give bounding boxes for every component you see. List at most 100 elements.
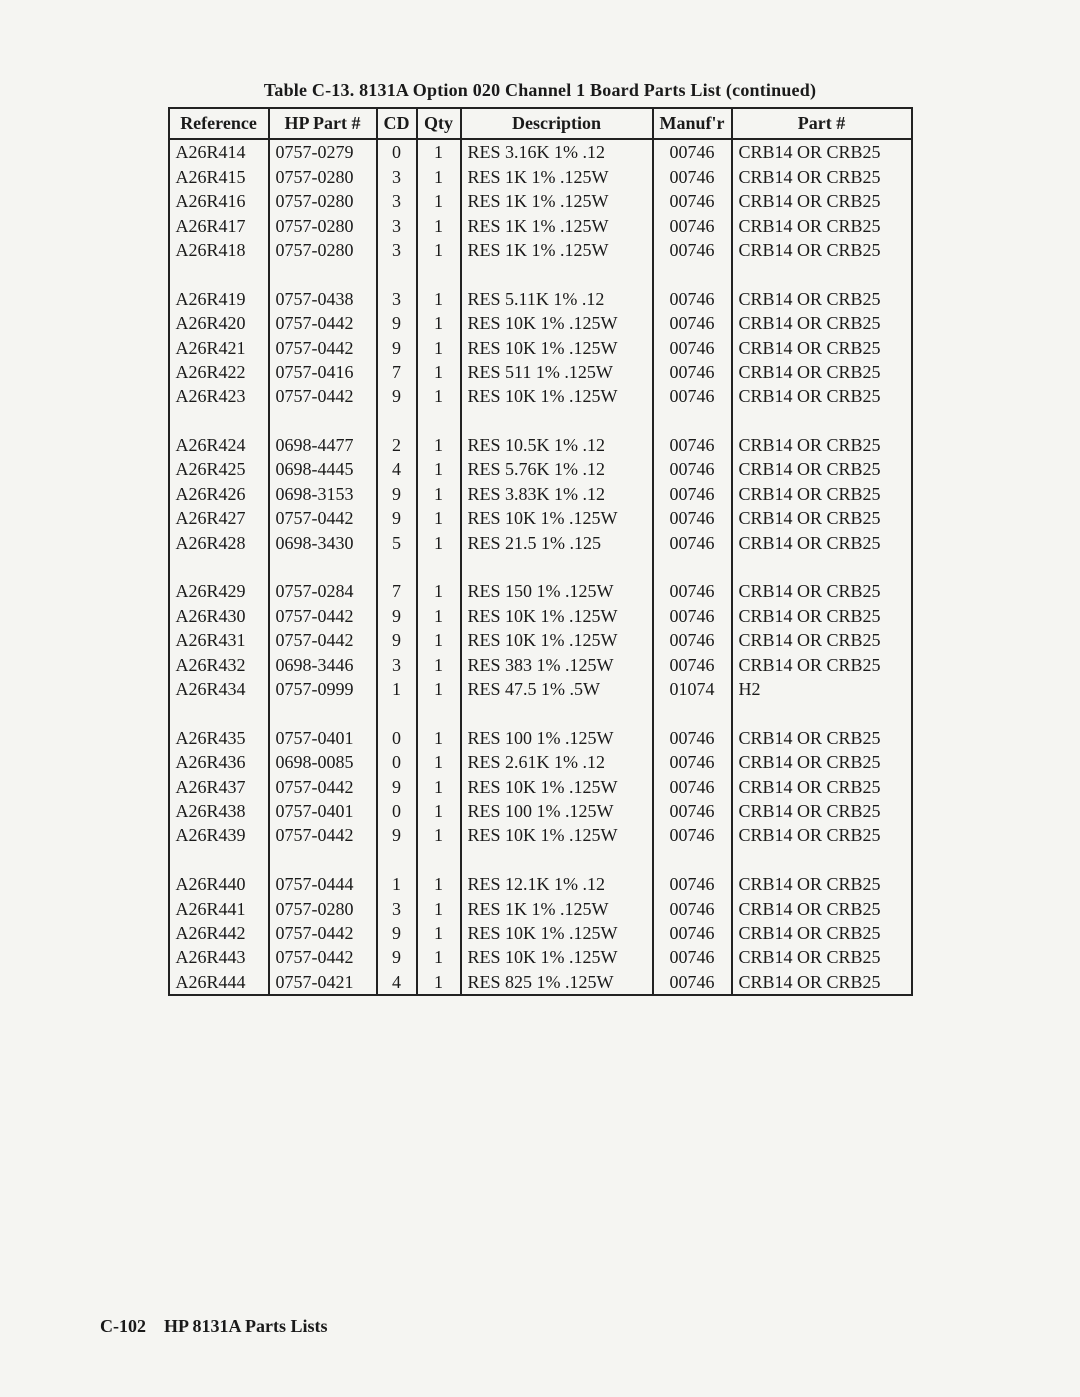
- cell-manufr: 00746: [653, 897, 732, 921]
- cell-reference: A26R427: [169, 506, 269, 530]
- cell-qty: 1: [417, 433, 461, 457]
- cell-manufr: 00746: [653, 823, 732, 847]
- cell-description: RES 47.5 1% .5W: [461, 677, 653, 701]
- cell-reference: A26R443: [169, 945, 269, 969]
- cell-part: CRB14 OR CRB25: [732, 311, 912, 335]
- cell-part: CRB14 OR CRB25: [732, 531, 912, 555]
- table-row: A26R4440757-042141RES 825 1% .125W00746C…: [169, 970, 912, 995]
- table-row: A26R4410757-028031RES 1K 1% .125W00746CR…: [169, 897, 912, 921]
- cell-part: CRB14 OR CRB25: [732, 945, 912, 969]
- cell-reference: A26R425: [169, 457, 269, 481]
- cell-qty: 1: [417, 214, 461, 238]
- cell-cd: 3: [377, 287, 417, 311]
- cell-description: RES 5.76K 1% .12: [461, 457, 653, 481]
- col-description: Description: [461, 108, 653, 139]
- cell-description: RES 10K 1% .125W: [461, 384, 653, 408]
- cell-manufr: 00746: [653, 970, 732, 995]
- cell-cd: 0: [377, 799, 417, 823]
- cell-part: CRB14 OR CRB25: [732, 189, 912, 213]
- table-row: A26R4400757-044411RES 12.1K 1% .1200746C…: [169, 872, 912, 896]
- cell-qty: 1: [417, 945, 461, 969]
- cell-part: CRB14 OR CRB25: [732, 287, 912, 311]
- cell-manufr: 00746: [653, 921, 732, 945]
- table-row: A26R4340757-099911RES 47.5 1% .5W01074H2: [169, 677, 912, 701]
- table-row: A26R4380757-040101RES 100 1% .125W00746C…: [169, 799, 912, 823]
- table-title: Table C-13. 8131A Option 020 Channel 1 B…: [168, 80, 913, 101]
- cell-description: RES 1K 1% .125W: [461, 165, 653, 189]
- cell-cd: 9: [377, 604, 417, 628]
- table-row: A26R4190757-043831RES 5.11K 1% .1200746C…: [169, 287, 912, 311]
- cell-reference: A26R435: [169, 726, 269, 750]
- cell-reference: A26R424: [169, 433, 269, 457]
- table-row: A26R4240698-447721RES 10.5K 1% .1200746C…: [169, 433, 912, 457]
- table-row: A26R4360698-008501RES 2.61K 1% .1200746C…: [169, 750, 912, 774]
- cell-reference: A26R434: [169, 677, 269, 701]
- cell-cd: 1: [377, 677, 417, 701]
- cell-qty: 1: [417, 823, 461, 847]
- cell-qty: 1: [417, 579, 461, 603]
- cell-part: CRB14 OR CRB25: [732, 336, 912, 360]
- cell-manufr: 00746: [653, 799, 732, 823]
- cell-cd: 3: [377, 189, 417, 213]
- cell-manufr: 00746: [653, 384, 732, 408]
- cell-reference: A26R418: [169, 238, 269, 262]
- table-row: A26R4280698-343051RES 21.5 1% .12500746C…: [169, 531, 912, 555]
- cell-cd: 9: [377, 384, 417, 408]
- cell-manufr: 01074: [653, 677, 732, 701]
- cell-part: CRB14 OR CRB25: [732, 775, 912, 799]
- cell-part: H2: [732, 677, 912, 701]
- cell-hp-part: 0757-0442: [269, 628, 377, 652]
- table-spacer-row: [169, 262, 912, 286]
- table-row: A26R4170757-028031RES 1K 1% .125W00746CR…: [169, 214, 912, 238]
- cell-reference: A26R442: [169, 921, 269, 945]
- cell-part: CRB14 OR CRB25: [732, 799, 912, 823]
- parts-table: Reference HP Part # CD Qty Description M…: [168, 107, 913, 996]
- col-cd: CD: [377, 108, 417, 139]
- cell-description: RES 511 1% .125W: [461, 360, 653, 384]
- cell-reference: A26R419: [169, 287, 269, 311]
- cell-manufr: 00746: [653, 189, 732, 213]
- cell-reference: A26R421: [169, 336, 269, 360]
- cell-hp-part: 0757-0442: [269, 384, 377, 408]
- cell-cd: 2: [377, 433, 417, 457]
- cell-part: CRB14 OR CRB25: [732, 970, 912, 995]
- cell-description: RES 3.16K 1% .12: [461, 139, 653, 164]
- cell-part: CRB14 OR CRB25: [732, 604, 912, 628]
- cell-qty: 1: [417, 897, 461, 921]
- cell-cd: 9: [377, 506, 417, 530]
- cell-qty: 1: [417, 775, 461, 799]
- col-reference: Reference: [169, 108, 269, 139]
- table-row: A26R4320698-344631RES 383 1% .125W00746C…: [169, 653, 912, 677]
- col-manufr: Manuf'r: [653, 108, 732, 139]
- cell-description: RES 10K 1% .125W: [461, 775, 653, 799]
- page-content: Table C-13. 8131A Option 020 Channel 1 B…: [168, 80, 913, 996]
- cell-manufr: 00746: [653, 482, 732, 506]
- cell-hp-part: 0757-0442: [269, 336, 377, 360]
- cell-reference: A26R426: [169, 482, 269, 506]
- cell-hp-part: 0757-0280: [269, 214, 377, 238]
- table-row: A26R4220757-041671RES 511 1% .125W00746C…: [169, 360, 912, 384]
- cell-description: RES 10K 1% .125W: [461, 311, 653, 335]
- cell-description: RES 10K 1% .125W: [461, 336, 653, 360]
- table-row: A26R4390757-044291RES 10K 1% .125W00746C…: [169, 823, 912, 847]
- cell-description: RES 10K 1% .125W: [461, 604, 653, 628]
- cell-part: CRB14 OR CRB25: [732, 433, 912, 457]
- cell-cd: 0: [377, 726, 417, 750]
- cell-part: CRB14 OR CRB25: [732, 628, 912, 652]
- cell-reference: A26R431: [169, 628, 269, 652]
- cell-description: RES 5.11K 1% .12: [461, 287, 653, 311]
- cell-description: RES 10K 1% .125W: [461, 921, 653, 945]
- cell-cd: 3: [377, 165, 417, 189]
- table-row: A26R4310757-044291RES 10K 1% .125W00746C…: [169, 628, 912, 652]
- cell-reference: A26R441: [169, 897, 269, 921]
- cell-cd: 9: [377, 945, 417, 969]
- cell-cd: 9: [377, 482, 417, 506]
- cell-qty: 1: [417, 311, 461, 335]
- table-spacer-row: [169, 409, 912, 433]
- cell-hp-part: 0757-0442: [269, 604, 377, 628]
- cell-reference: A26R444: [169, 970, 269, 995]
- cell-cd: 9: [377, 628, 417, 652]
- cell-manufr: 00746: [653, 433, 732, 457]
- table-row: A26R4200757-044291RES 10K 1% .125W00746C…: [169, 311, 912, 335]
- cell-hp-part: 0757-0442: [269, 921, 377, 945]
